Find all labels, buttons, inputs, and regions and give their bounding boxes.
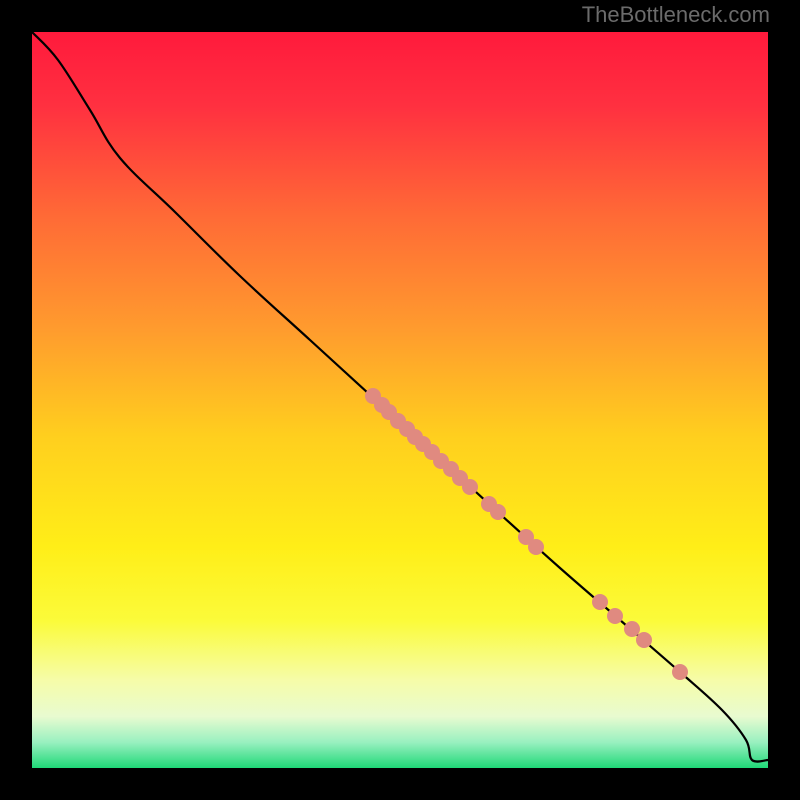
watermark-text: TheBottleneck.com xyxy=(582,2,770,28)
curve-marker xyxy=(528,539,544,555)
plot-background xyxy=(32,32,768,768)
curve-marker xyxy=(636,632,652,648)
chart-frame: TheBottleneck.com xyxy=(0,0,800,800)
curve-marker xyxy=(490,504,506,520)
curve-marker xyxy=(624,621,640,637)
curve-marker xyxy=(672,664,688,680)
curve-marker xyxy=(592,594,608,610)
curve-marker xyxy=(462,479,478,495)
bottleneck-chart xyxy=(0,0,800,800)
curve-marker xyxy=(607,608,623,624)
